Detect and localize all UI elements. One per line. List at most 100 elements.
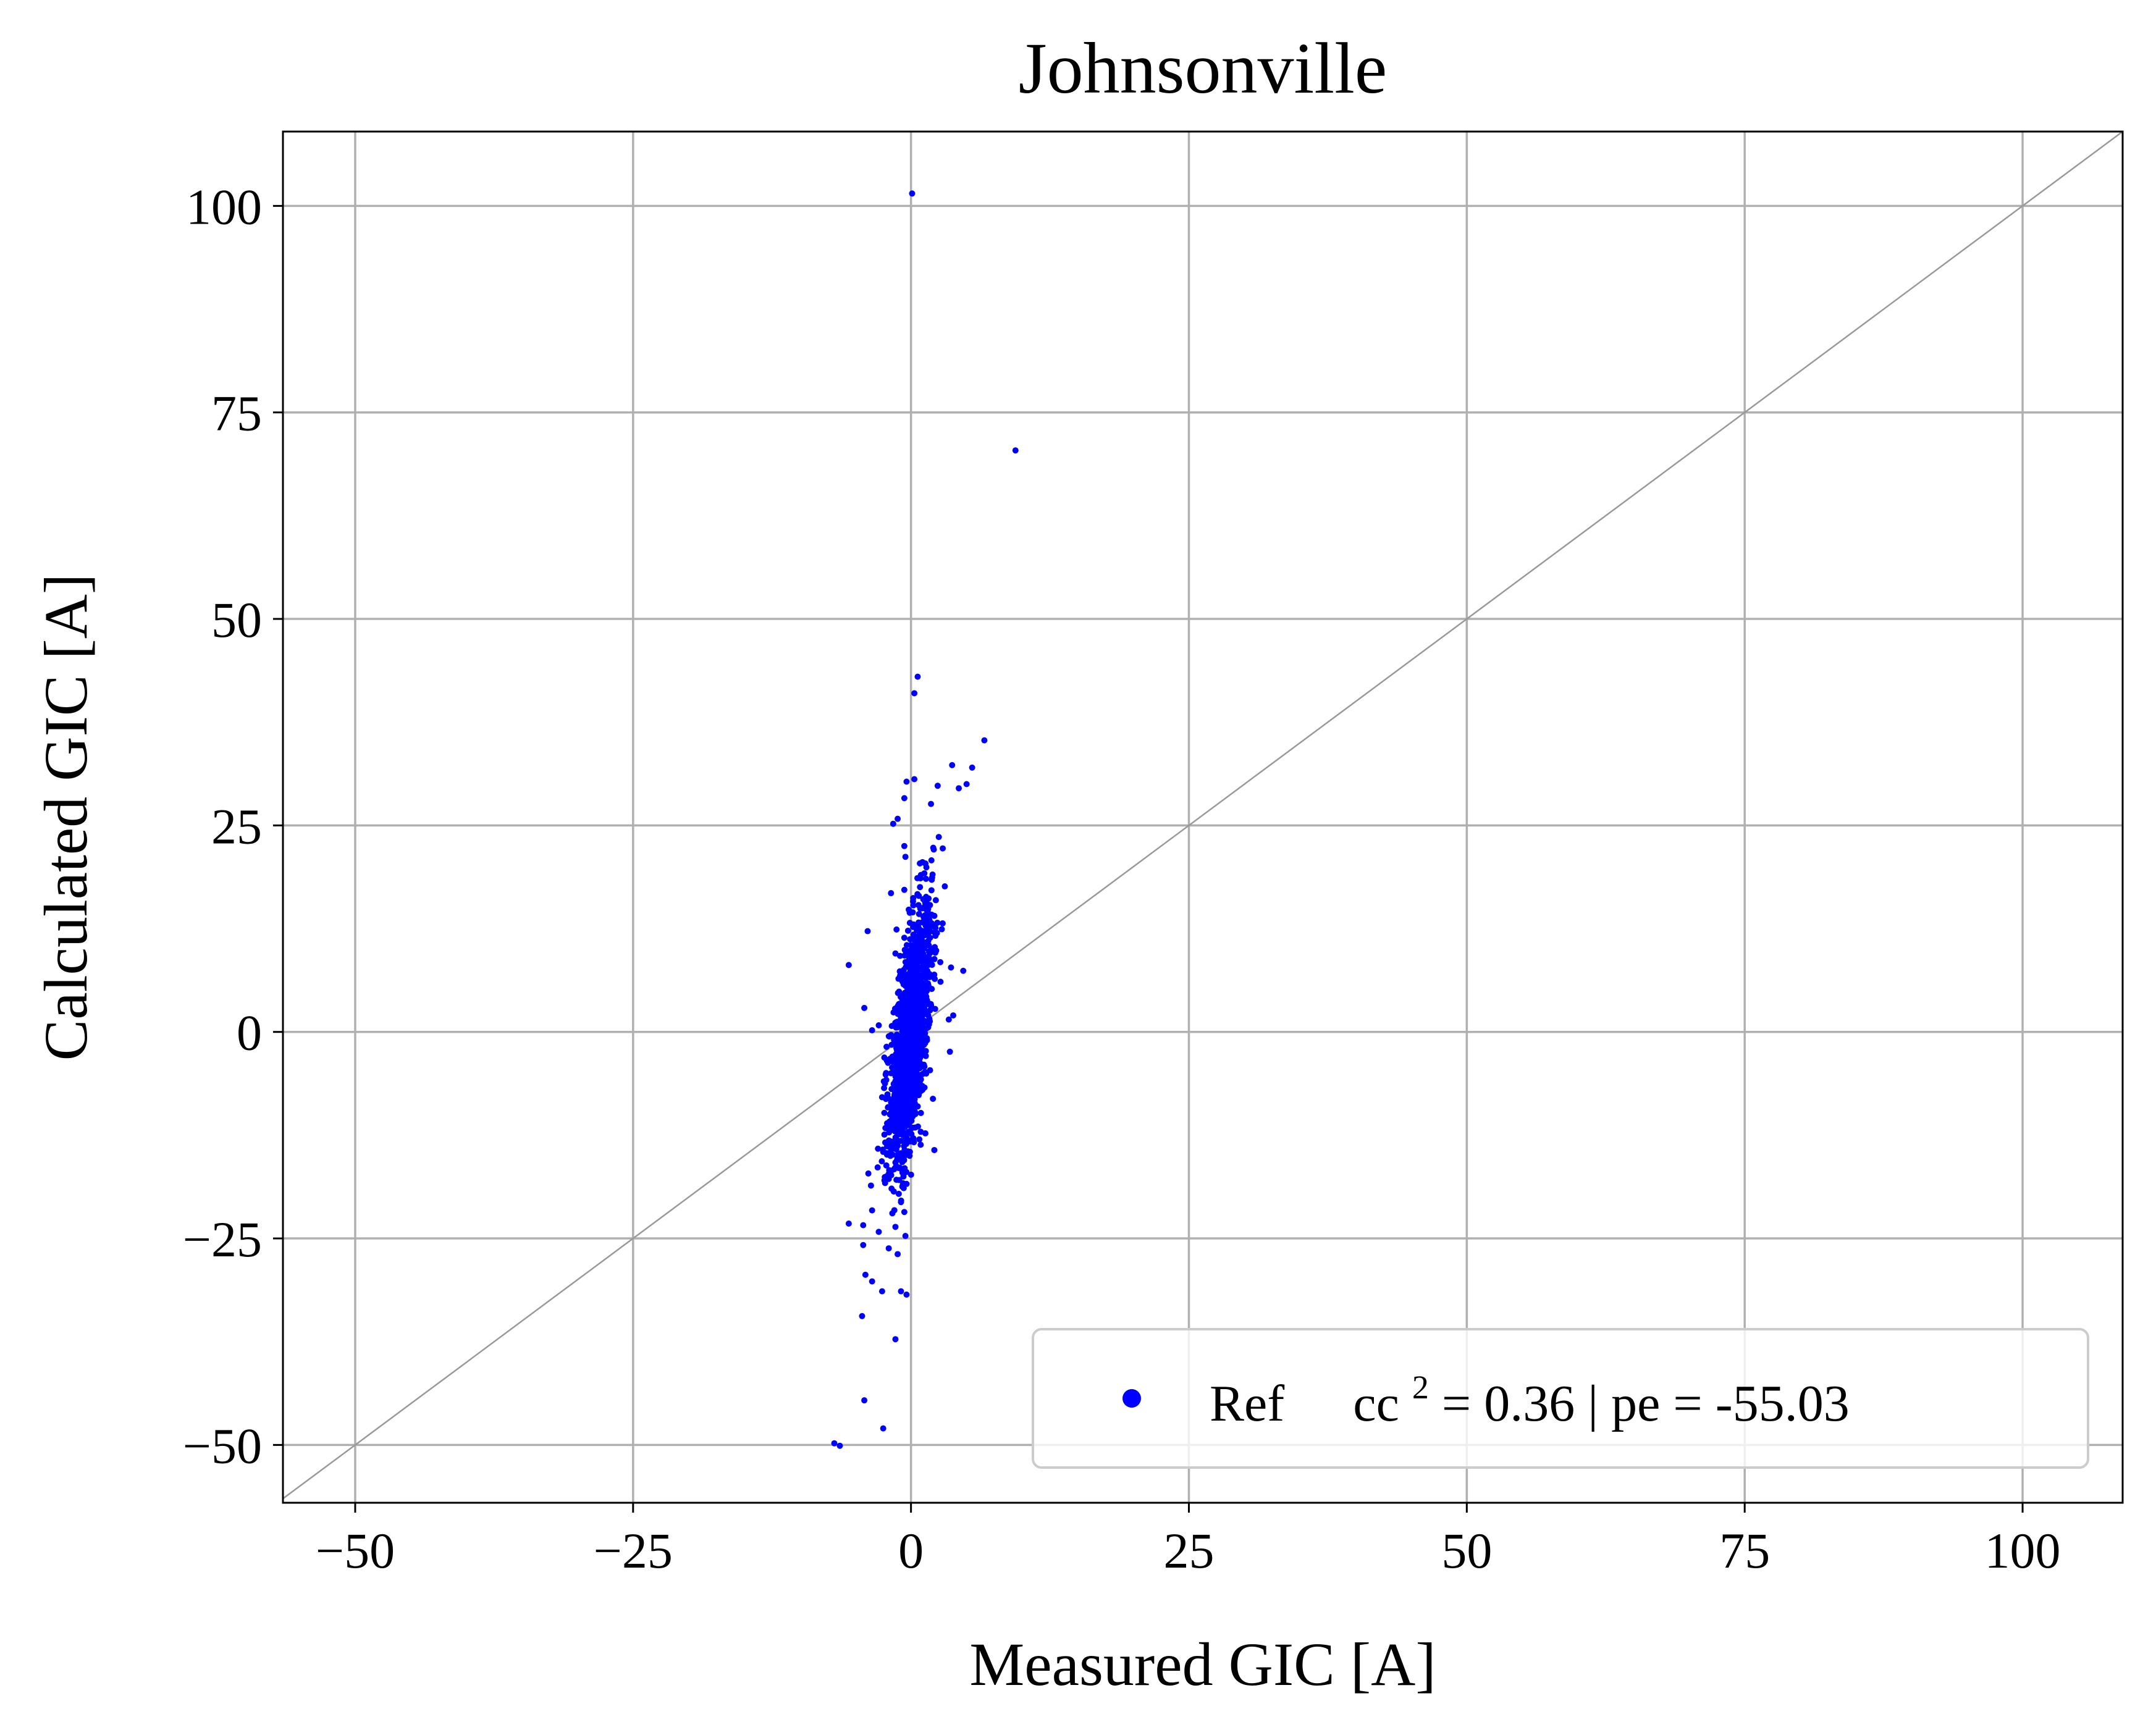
data-point (921, 996, 928, 1003)
data-point (899, 1117, 906, 1124)
x-tick-label: −50 (316, 1523, 395, 1579)
data-point (919, 967, 926, 974)
y-axis-label: Calculated GIC [A] (32, 574, 100, 1061)
data-point (925, 1012, 932, 1019)
data-point (923, 911, 930, 918)
data-point (917, 1109, 924, 1116)
data-point (916, 933, 923, 940)
data-point (899, 1095, 906, 1102)
data-point (892, 1224, 899, 1230)
legend-stats: = 0.36 | pe = -55.03 (1442, 1375, 1850, 1432)
data-point (941, 883, 948, 890)
data-point (911, 1049, 917, 1056)
x-axis-ticks: −50 −25 0 25 50 75 100 (316, 1503, 2061, 1579)
data-point (881, 1109, 888, 1116)
data-point (893, 1024, 899, 1031)
data-point (898, 1054, 904, 1061)
data-point (878, 1094, 885, 1101)
data-point (908, 1000, 915, 1007)
data-point (897, 1129, 904, 1136)
data-point (895, 1164, 902, 1171)
data-point (862, 1271, 869, 1278)
data-point (885, 1175, 892, 1182)
data-point (932, 949, 938, 956)
data-point (937, 978, 944, 985)
data-point (929, 874, 935, 881)
data-point (893, 1067, 900, 1074)
data-point (883, 1043, 890, 1050)
data-point (907, 1171, 914, 1178)
data-point (923, 893, 930, 900)
data-point (906, 1054, 912, 1061)
data-point (885, 1104, 891, 1111)
data-points (831, 190, 1019, 1449)
data-point (881, 1054, 888, 1061)
chart-title: Johnsonville (1019, 28, 1388, 109)
x-axis-label: Measured GIC [A] (969, 1630, 1436, 1699)
data-point (930, 1095, 937, 1102)
data-point (963, 781, 970, 788)
data-point (880, 1425, 886, 1432)
data-point (918, 944, 925, 951)
y-axis-ticks: −50 −25 0 25 50 75 100 (183, 179, 283, 1474)
data-point (896, 952, 903, 959)
data-point (901, 795, 907, 802)
data-point (946, 1048, 953, 1055)
data-point (932, 1006, 938, 1012)
data-point (902, 1035, 909, 1041)
data-point (918, 950, 925, 957)
data-point (909, 190, 916, 197)
data-point (895, 989, 901, 996)
data-point (898, 1041, 904, 1048)
data-point (893, 1146, 899, 1153)
data-point (896, 1077, 903, 1084)
data-point (893, 1087, 899, 1094)
data-point (891, 1095, 898, 1102)
data-point (906, 906, 912, 913)
data-point (960, 967, 967, 974)
x-tick-label: 100 (1985, 1523, 2061, 1579)
y-tick-label: −50 (183, 1418, 262, 1474)
data-point (900, 1007, 907, 1014)
data-point (911, 776, 918, 783)
data-point (917, 860, 924, 867)
data-point (914, 940, 921, 947)
data-point (969, 764, 975, 771)
data-point (861, 1004, 868, 1011)
data-point (923, 981, 930, 988)
x-tick-label: 0 (898, 1523, 924, 1579)
data-point (922, 922, 929, 929)
data-point (836, 1442, 843, 1449)
data-point (902, 994, 909, 1001)
data-point (914, 991, 920, 998)
x-tick-label: 75 (1719, 1523, 1770, 1579)
data-point (922, 1052, 929, 1059)
y-tick-label: 0 (237, 1005, 262, 1061)
data-point (869, 1207, 875, 1214)
data-point (917, 1044, 924, 1051)
data-point (875, 1022, 882, 1029)
data-point (931, 1146, 938, 1153)
data-point (914, 673, 921, 680)
reference-line-group (282, 130, 2123, 1500)
data-point (883, 1124, 890, 1131)
data-point (928, 1002, 935, 1009)
data-point (910, 1098, 917, 1105)
data-point (879, 1146, 886, 1153)
data-point (888, 890, 895, 897)
data-point (869, 1278, 875, 1285)
data-point (931, 929, 938, 936)
data-point (913, 1103, 920, 1110)
data-point (865, 1170, 872, 1177)
data-point (888, 1070, 895, 1077)
data-point (932, 975, 938, 982)
data-point (859, 1313, 865, 1319)
data-point (891, 1125, 898, 1132)
data-point (927, 927, 933, 934)
data-point (898, 1288, 904, 1295)
data-point (928, 887, 935, 894)
data-point (869, 1027, 875, 1034)
data-point (896, 1001, 903, 1007)
data-point (902, 1233, 909, 1240)
data-point (907, 1111, 914, 1118)
